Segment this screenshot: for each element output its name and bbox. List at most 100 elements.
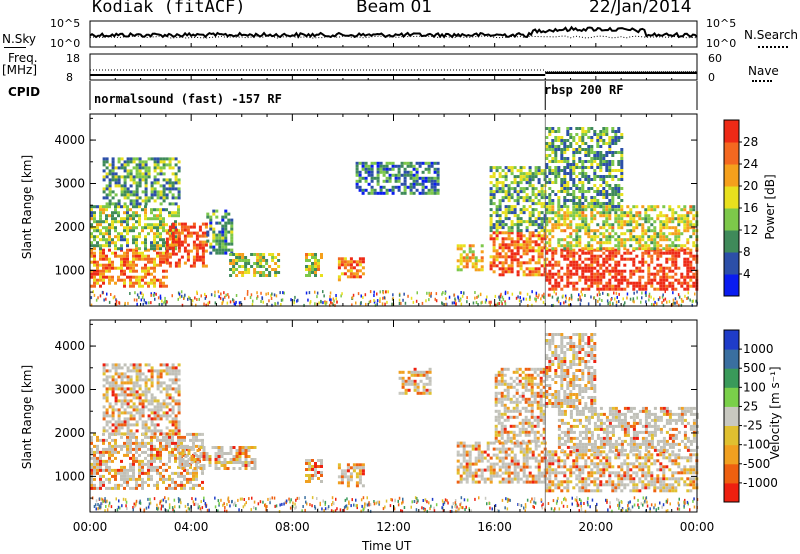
power-region-6 (305, 253, 323, 277)
velocity-ytick-label-0: 1000 (54, 469, 85, 483)
power-region-9 (456, 244, 484, 272)
time-tick-label-0: 00:00 (73, 520, 108, 534)
velocity-colorbar-swatch-6 (724, 368, 739, 388)
nave-tick-top: 60 (708, 52, 722, 65)
power-region-12 (545, 248, 699, 291)
nsky-tick-top: 10^5 (50, 17, 81, 30)
velocity-colorbar-label-6: -500 (743, 457, 770, 471)
power-region-7 (337, 257, 365, 282)
power-region-4 (206, 209, 234, 255)
velocity-ytick-label-3: 4000 (54, 339, 85, 353)
velocity-region-5 (398, 367, 432, 395)
power-region-3 (165, 222, 208, 268)
nsky-line (4, 47, 26, 48)
velocity-colorbar-label-2: 100 (743, 380, 766, 394)
nave-tick-bottom: 0 (708, 71, 715, 84)
velocity-region-4 (337, 463, 365, 488)
velocity-colorbar-swatch-1 (724, 463, 739, 484)
power-colorbar-label-3: 16 (743, 201, 758, 215)
velocity-region-1 (102, 363, 181, 436)
power-ytick-label-3: 4000 (54, 133, 85, 147)
power-region-0 (90, 248, 168, 288)
power-region-8 (355, 161, 440, 195)
velocity-colorbar-label-3: 25 (743, 399, 758, 413)
power-region-10 (489, 231, 547, 277)
power-colorbar-label-6: 28 (743, 135, 758, 149)
power-region-5 (229, 253, 281, 277)
station-title: Kodiak (fitACF) (92, 0, 246, 17)
velocity-region-9 (557, 406, 699, 452)
time-tick-label-3: 12:00 (376, 520, 411, 534)
date-title: 22/Jan/2014 (589, 0, 692, 17)
cpid-mode-1: normalsound (fast) -157 RF (94, 92, 282, 106)
cpid-mode-2: rbsp 200 RF (544, 83, 624, 97)
power-colorbar-swatch-6 (724, 142, 739, 165)
velocity-region-3 (305, 459, 323, 483)
velocity-colorbar-label-7: -1000 (743, 476, 778, 490)
time-axis-label: Time UT (362, 539, 412, 553)
velocity-colorbar-label-5: -100 (743, 438, 770, 452)
power-colorbar-swatch-7 (724, 120, 739, 143)
power-colorbar-label-2: 12 (743, 223, 758, 237)
velocity-colorbar-label-1: 500 (743, 361, 766, 375)
power-colorbar-swatch-4 (724, 186, 739, 209)
velocity-colorbar-swatch-8 (724, 330, 739, 350)
time-tick-label-1: 04:00 (174, 520, 209, 534)
velocity-region-2 (178, 446, 257, 470)
velocity-region-0 (90, 432, 204, 490)
nsearch-series (89, 35, 698, 39)
velocity-colorbar-swatch-5 (724, 387, 739, 407)
velocity-region-6 (456, 441, 547, 484)
power-colorbar-swatch-5 (724, 164, 739, 187)
nsky-series (89, 25, 698, 39)
beam-title: Beam 01 (356, 0, 433, 17)
time-tick-label-6: 00:00 (680, 520, 715, 534)
power-colorbar-label-1: 8 (743, 245, 751, 259)
velocity-ytick-label-1: 2000 (54, 426, 85, 440)
velocity-colorbar-swatch-2 (724, 444, 739, 465)
time-tick-label-4: 16:00 (477, 520, 512, 534)
velocity-colorbar-frame (723, 329, 740, 503)
velocity-colorbar-swatch-7 (724, 349, 739, 369)
power-colorbar-label-5: 24 (743, 157, 758, 171)
freq-tick-bottom: 8 (66, 71, 73, 84)
freq-label: Freq. (8, 51, 38, 65)
velocity-colorbar-label-0: 1000 (743, 342, 774, 356)
nsearch-dotted (758, 46, 788, 48)
power-ytick-label-1: 2000 (54, 220, 85, 234)
power-colorbar-label-4: 20 (743, 179, 758, 193)
velocity-near-range-speckle (91, 496, 699, 513)
nsky-tick-bottom: 10^0 (50, 37, 81, 50)
nsearch-tick-top: 10^5 (706, 17, 737, 30)
power-colorbar-swatch-3 (724, 208, 739, 231)
power-colorbar-label-0: 4 (743, 267, 751, 281)
power-colorbar-swatch-0 (724, 274, 739, 297)
velocity-colorbar-swatch-3 (724, 425, 739, 446)
freq-unit-label: [MHz] (2, 63, 38, 77)
velocity-colorbar-label-4: -25 (743, 419, 763, 433)
nsearch-tick-bottom: 10^0 (706, 37, 737, 50)
nsearch-label: N.Search (744, 28, 799, 42)
freq-tick-top: 18 (66, 52, 80, 65)
velocity-region-8 (545, 450, 699, 493)
power-ytick-label-0: 1000 (54, 263, 85, 277)
nsky-label: N.Sky (2, 32, 37, 46)
velocity-ytick-label-2: 3000 (54, 383, 85, 397)
power-ytick-label-2: 3000 (54, 177, 85, 191)
power-colorbar-swatch-2 (724, 230, 739, 253)
time-tick-label-2: 08:00 (275, 520, 310, 534)
cpid-label: CPID (8, 85, 41, 99)
power-colorbar-swatch-1 (724, 252, 739, 275)
power-region-13 (545, 205, 699, 251)
velocity-colorbar-swatch-4 (724, 406, 739, 426)
power-region-14 (545, 127, 624, 208)
power-near-range-speckle (90, 290, 698, 307)
time-tick-label-5: 20:00 (579, 520, 614, 534)
velocity-region-10 (545, 333, 597, 408)
velocity-colorbar-swatch-0 (724, 482, 739, 503)
power-region-2 (102, 157, 181, 206)
velocity-region-7 (494, 367, 546, 443)
nave-label: Nave (748, 64, 779, 78)
nave-dotted (752, 80, 772, 82)
